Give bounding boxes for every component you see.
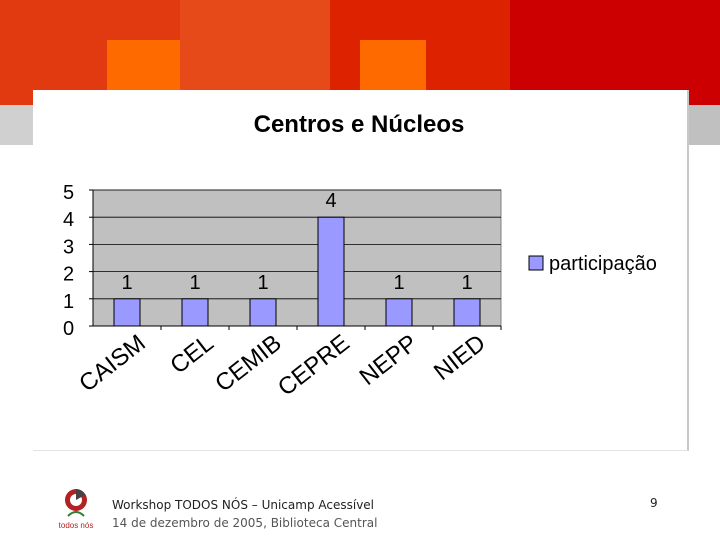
footer-date-line: 14 de dezembro de 2005, Biblioteca Centr… (112, 516, 378, 530)
y-tick-label: 1 (63, 291, 74, 313)
chart-panel: Centros e Núcleos 0 1 2 3 4 5 1 CAISM 1 CEL 1 CEMIB… (33, 90, 689, 451)
x-tick-label: CEPRE (273, 329, 355, 401)
x-tick-label: CAISM (74, 329, 151, 397)
y-tick-label: 0 (63, 318, 74, 340)
data-label: 1 (257, 272, 268, 294)
y-tick-label: 3 (63, 236, 74, 258)
x-tick-label: NEPP (355, 329, 423, 391)
bar-cepre (317, 216, 345, 327)
footer: Workshop TODOS NÓS – Unicamp Acessível 1… (112, 496, 377, 532)
y-tick-label: 5 (63, 182, 74, 204)
x-tick-label: CEL (165, 329, 218, 379)
footer-event-line: Workshop TODOS NÓS – Unicamp Acessível (112, 498, 375, 512)
chart-title: Centros e Núcleos (254, 111, 465, 138)
plot-background (92, 189, 502, 327)
data-label: 1 (189, 272, 200, 294)
data-label: 1 (121, 272, 132, 294)
svg-text:todos nós: todos nós (59, 521, 94, 530)
data-label: 4 (325, 190, 336, 212)
data-label: 1 (393, 272, 404, 294)
legend-label: participação (549, 253, 657, 275)
bar-chart: Centros e Núcleos 0123451CAISM1CEL1CEMIB… (63, 111, 657, 402)
bar-nied (453, 298, 481, 327)
legend: participação (528, 253, 657, 275)
bar-nepp (385, 298, 413, 327)
bar-cemib (249, 298, 277, 327)
x-tick-label: NIED (429, 329, 491, 386)
bar-caism (113, 298, 141, 327)
y-tick-label: 4 (63, 209, 74, 231)
todos-nos-logo: todos nós (59, 489, 94, 530)
y-tick-label: 2 (63, 264, 74, 286)
bar-cel (181, 298, 209, 327)
page-number: 9 (650, 496, 658, 510)
x-tick-label: CEMIB (210, 329, 287, 397)
data-label: 1 (461, 272, 472, 294)
legend-swatch (528, 255, 544, 271)
